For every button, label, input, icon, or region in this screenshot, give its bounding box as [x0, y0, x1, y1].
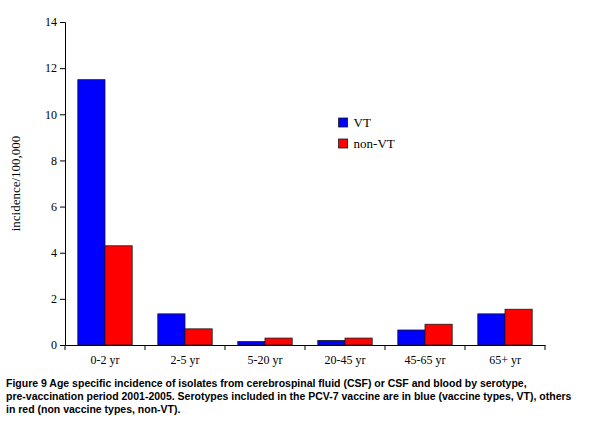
x-separator: [305, 345, 306, 350]
y-tick-label: 4: [51, 246, 57, 260]
y-tick-mark: [60, 22, 65, 23]
y-tick-label: 6: [51, 200, 57, 214]
y-axis-title: incidence/100,000: [8, 136, 23, 232]
y-tick: 12: [45, 61, 65, 75]
x-separator: [465, 345, 466, 350]
plot: 0 2 4 6 8 10 12 14 0-2 yr 2-5 yr 5-20 yr 20-45 yr 45…: [45, 15, 546, 366]
legend-label: VT: [354, 115, 371, 130]
y-tick-label: 14: [45, 15, 57, 29]
x-tick: 65+ yr: [489, 345, 521, 367]
bar: [398, 330, 425, 345]
y-tick-mark: [60, 114, 65, 115]
y-tick: 6: [51, 200, 65, 214]
legend-swatch: [339, 118, 348, 127]
bar: [265, 338, 292, 345]
y-tick-mark: [60, 299, 65, 300]
y-tick-mark: [60, 345, 65, 346]
bars: [78, 80, 532, 345]
y-tick: 14: [45, 15, 65, 29]
y-axis-line: [60, 23, 66, 346]
legend: VT non-VT: [339, 115, 395, 151]
x-tick-label: 45-65 yr: [405, 353, 446, 367]
x-separator: [65, 345, 66, 350]
x-tick-label: 20-45 yr: [325, 353, 366, 367]
y-tick-mark: [60, 160, 65, 161]
y-axis: 0 2 4 6 8 10 12 14: [45, 15, 66, 352]
y-tick: 2: [51, 292, 65, 306]
y-tick: 0: [51, 338, 65, 352]
bar: [345, 338, 372, 345]
y-tick-mark: [60, 68, 65, 69]
y-tick-label: 8: [51, 154, 57, 168]
bar: [478, 314, 505, 345]
legend-item: non-VT: [339, 136, 395, 151]
bar-series: [78, 80, 505, 345]
x-separator: [385, 345, 386, 350]
y-tick-mark: [60, 207, 65, 208]
bar: [505, 309, 532, 345]
x-tick: 5-20 yr: [248, 345, 283, 367]
bar: [318, 340, 345, 345]
x-tick: 20-45 yr: [325, 345, 366, 367]
bar: [105, 246, 132, 345]
bar: [238, 342, 265, 345]
x-axis: 0-2 yr 2-5 yr 5-20 yr 20-45 yr 45-65 yr 65+ y…: [66, 345, 546, 367]
chart: 0 2 4 6 8 10 12 14 0-2 yr 2-5 yr 5-20 yr 20-45 yr 45…: [0, 0, 589, 447]
caption: Figure 9 Age specific incidence of isola…: [6, 377, 572, 415]
y-tick: 8: [51, 154, 65, 168]
legend-label: non-VT: [354, 136, 395, 151]
bar: [78, 80, 105, 345]
x-tick-label: 65+ yr: [489, 353, 521, 367]
x-separators: [65, 345, 545, 350]
x-tick: 45-65 yr: [405, 345, 446, 367]
y-tick: 10: [45, 108, 65, 122]
y-tick-label: 12: [45, 61, 57, 75]
x-tick-label: 0-2 yr: [91, 353, 120, 367]
x-tick-label: 2-5 yr: [171, 353, 200, 367]
y-tick-label: 0: [51, 338, 57, 352]
bar: [425, 324, 452, 345]
y-tick-label: 10: [45, 108, 57, 122]
x-separator: [545, 345, 546, 350]
x-separator: [145, 345, 146, 350]
y-tick-label: 2: [51, 292, 57, 306]
x-tick-label: 5-20 yr: [248, 353, 283, 367]
legend-item: VT: [339, 115, 371, 130]
x-tick: 0-2 yr: [91, 345, 120, 367]
y-tick: 4: [51, 246, 65, 260]
legend-swatch: [339, 139, 348, 148]
x-tick: 2-5 yr: [171, 345, 200, 367]
x-separator: [225, 345, 226, 350]
y-tick-mark: [60, 253, 65, 254]
bar: [158, 314, 185, 345]
bar: [185, 329, 212, 345]
bar-series: [105, 246, 532, 345]
